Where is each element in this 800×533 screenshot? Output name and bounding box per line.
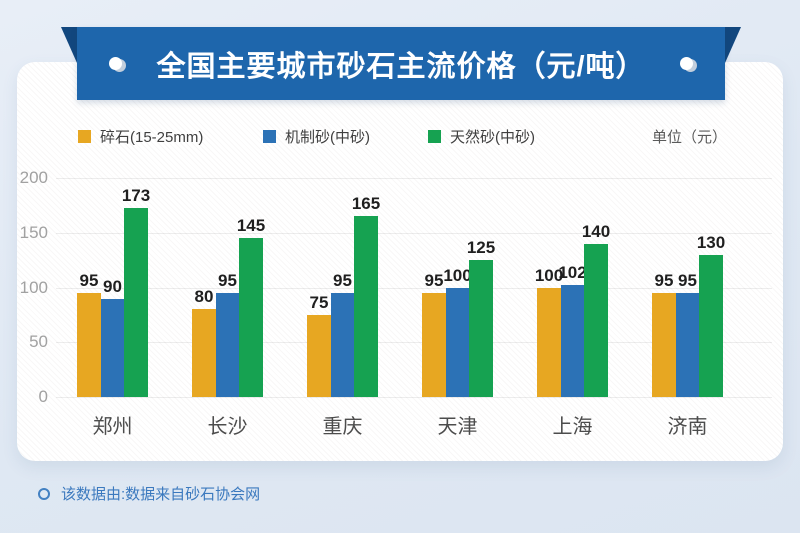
bar: 95 [422, 271, 446, 397]
unit-label: 单位（元） [651, 128, 727, 146]
legend-swatch-machine-sand [263, 129, 276, 143]
y-tick-label: 0 [38, 387, 48, 406]
bar: 80 [192, 287, 216, 397]
bar: 100 [535, 266, 563, 397]
bar-value-label: 95 [654, 271, 674, 290]
bar-value-label: 90 [103, 276, 122, 296]
source-note-text: 该数据由:数据来自砂石协会网 [61, 486, 261, 503]
x-category-label: 上海 [552, 415, 593, 438]
bar: 95 [652, 271, 676, 397]
bar-value-label: 100 [534, 265, 564, 285]
bar: 95 [675, 271, 700, 397]
y-tick-label: 50 [29, 332, 48, 352]
bar-value-label: 173 [121, 185, 151, 205]
page-title: 全国主要城市砂石主流价格（元/吨） [156, 50, 646, 83]
x-category-label: 长沙 [207, 415, 248, 438]
bar: 102 [558, 263, 587, 397]
legend-label-crushed-stone: 碎石(15-25mm) [100, 128, 204, 146]
bar-group-天津: 95 100 125 [400, 178, 515, 397]
bar: 130 [697, 233, 725, 397]
banner-dot-right-icon [679, 57, 697, 72]
bar: 140 [582, 222, 610, 397]
bar-value-label: 95 [424, 271, 444, 290]
bar-group-重庆: 75 95 165 [285, 178, 400, 397]
x-category-label: 重庆 [322, 415, 363, 438]
bar: 90 [100, 277, 125, 397]
x-category-label: 郑州 [92, 415, 133, 438]
bar: 95 [330, 271, 355, 397]
legend-swatch-crushed-stone [78, 129, 91, 143]
gridline [56, 178, 772, 179]
bar-group-济南: 95 95 130 [630, 178, 745, 397]
bar: 173 [122, 186, 150, 397]
legend-swatch-natural-sand [428, 129, 441, 143]
bar-value-label: 145 [236, 216, 266, 236]
y-tick-label: 200 [19, 168, 48, 187]
legend-item-natural-sand: 天然砂(中砂) [428, 125, 535, 147]
gridline [56, 287, 772, 289]
gridline [56, 342, 772, 344]
banner-fold-left [61, 27, 77, 63]
bar: 125 [467, 238, 495, 397]
bar-value-label: 125 [466, 238, 496, 258]
bar-value-label: 102 [558, 263, 587, 283]
bar-value-label: 130 [696, 232, 726, 252]
gridline [56, 397, 772, 398]
banner-dot-left-icon [109, 57, 127, 72]
bar-value-label: 95 [218, 271, 237, 290]
bar: 95 [77, 271, 101, 397]
bar: 75 [307, 293, 331, 397]
bar: 165 [352, 194, 380, 397]
legend-item-machine-sand: 机制砂(中砂) [263, 125, 370, 147]
bar-value-label: 95 [333, 271, 352, 290]
bar-group-长沙: 80 95 145 [170, 178, 285, 397]
bar-value-label: 165 [351, 194, 381, 214]
bar: 95 [215, 271, 240, 397]
banner-fold-right [725, 27, 741, 63]
bar-value-label: 95 [678, 271, 697, 290]
circle-bullet-icon [38, 487, 50, 500]
bar-group-郑州: 95 90 173 [55, 178, 170, 397]
bar-value-label: 140 [581, 221, 611, 241]
bar-value-label: 75 [309, 292, 329, 312]
y-tick-label: 150 [19, 222, 48, 242]
bar-value-label: 100 [443, 265, 472, 285]
y-tick-label: 100 [19, 277, 48, 297]
gridline [56, 232, 772, 234]
bar: 100 [443, 266, 472, 397]
legend-label-machine-sand: 机制砂(中砂) [285, 128, 370, 146]
bar: 145 [237, 216, 265, 397]
banner: 全国主要城市砂石主流价格（元/吨） [77, 27, 725, 100]
legend-item-crushed-stone: 碎石(15-25mm) [78, 125, 203, 147]
source-note: 该数据由:数据来自砂石协会网 [38, 483, 260, 504]
legend-label-natural-sand: 天然砂(中砂) [450, 128, 535, 146]
x-category-label: 天津 [437, 415, 478, 438]
bar-group-上海: 100 102 140 [515, 178, 630, 397]
bar-value-label: 80 [194, 287, 214, 307]
x-category-label: 济南 [667, 415, 708, 438]
bar-value-label: 95 [79, 271, 99, 290]
